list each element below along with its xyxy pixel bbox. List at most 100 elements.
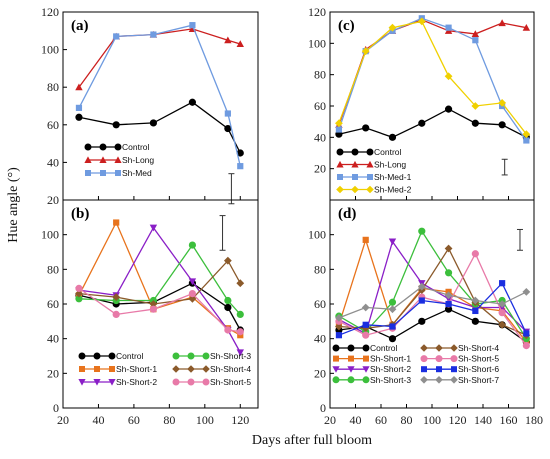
legend-label: Sh-Short-5 — [210, 377, 251, 387]
y-tick-label: 80 — [314, 262, 326, 276]
legend-marker — [114, 156, 122, 163]
panel-label: (c) — [338, 18, 355, 34]
x-tick-label: 100 — [423, 413, 441, 427]
series-line — [78, 101, 241, 154]
data-point — [522, 342, 530, 350]
legend-label: Control — [370, 343, 398, 353]
legend-marker — [202, 378, 210, 386]
legend-label: Sh-Med-2 — [374, 185, 412, 195]
legend-marker — [109, 366, 115, 372]
data-point — [188, 290, 197, 298]
data-point — [388, 305, 397, 314]
legend-marker — [172, 378, 180, 386]
data-point — [471, 30, 480, 38]
legend-marker — [93, 352, 101, 360]
data-point — [471, 317, 479, 325]
panel-label: (a) — [71, 18, 89, 34]
legend-label: Sh-Short-1 — [370, 354, 411, 364]
legend-marker — [332, 366, 340, 373]
legend-label: Sh-Med-1 — [374, 172, 412, 182]
series-line — [338, 282, 527, 336]
data-point — [75, 113, 83, 121]
legend-marker — [78, 379, 86, 386]
legend-marker — [352, 174, 358, 180]
data-point — [188, 241, 197, 249]
legend-marker — [420, 376, 428, 384]
data-point — [444, 244, 453, 253]
legend-marker — [115, 170, 121, 176]
legend-label: Sh-Short-3 — [370, 375, 411, 385]
panel-label: (d) — [338, 206, 356, 222]
data-point — [224, 124, 232, 133]
y-tick-label: 20 — [314, 162, 326, 176]
legend-marker — [435, 355, 443, 363]
data-point — [188, 98, 197, 106]
data-point — [224, 326, 232, 334]
data-point — [418, 317, 426, 325]
data-point — [362, 236, 369, 243]
legend-label: Sh-Short-4 — [210, 364, 251, 374]
series-line — [338, 19, 527, 126]
data-point — [224, 296, 232, 305]
legend-marker — [99, 156, 107, 163]
legend-label: Sh-Short-1 — [116, 364, 157, 374]
data-point — [522, 23, 531, 31]
legend-marker — [421, 366, 427, 373]
legend-marker — [347, 344, 355, 352]
data-point — [388, 23, 397, 32]
x-tick-label: 20 — [324, 413, 336, 427]
legend-label: Sh-Short-3 — [210, 351, 251, 361]
legend-label: Sh-Short-2 — [370, 364, 411, 374]
data-point — [418, 119, 426, 127]
legend-label: Sh-Med — [122, 168, 152, 178]
y-tick-label: 80 — [47, 262, 59, 276]
legend-marker — [202, 365, 210, 373]
legend-marker — [172, 352, 180, 360]
data-point — [523, 137, 530, 144]
x-tick-label: 100 — [196, 413, 214, 427]
data-point — [224, 303, 232, 312]
data-point — [224, 110, 231, 117]
data-point — [113, 33, 120, 40]
series-line — [338, 308, 527, 343]
y-tick-label: 60 — [47, 297, 59, 311]
data-point — [498, 121, 506, 129]
series-line — [338, 247, 527, 336]
legend-marker — [332, 344, 340, 352]
x-tick-label: 160 — [500, 413, 518, 427]
legend-marker — [79, 366, 85, 372]
data-point — [445, 24, 452, 31]
data-point — [444, 105, 453, 113]
data-point — [149, 300, 158, 308]
legend-label: Sh-Long — [122, 155, 154, 165]
y-tick-label: 40 — [314, 332, 326, 346]
data-point — [362, 331, 370, 339]
series-line — [338, 17, 527, 141]
data-point — [471, 296, 480, 305]
legend-marker — [337, 174, 343, 180]
y-tick-label: 20 — [47, 366, 59, 380]
data-point — [362, 124, 370, 132]
data-point — [335, 119, 343, 128]
legend-marker — [420, 344, 428, 352]
x-tick-label: 120 — [449, 413, 467, 427]
legend-marker — [366, 185, 374, 194]
data-point — [223, 256, 232, 265]
data-point — [498, 320, 507, 329]
legend-marker — [450, 344, 458, 352]
legend-marker — [336, 160, 344, 168]
y-axis-title: Hue angle (°) — [6, 167, 21, 243]
legend-marker — [84, 143, 92, 151]
data-point — [189, 22, 196, 29]
y-tick-label: 80 — [47, 80, 59, 94]
legend-marker — [336, 148, 344, 156]
legend-marker — [450, 376, 458, 384]
legend-marker — [187, 378, 195, 386]
data-point — [499, 280, 506, 287]
y-tick-label: 100 — [308, 36, 326, 50]
legend-label: Sh-Short-7 — [458, 375, 499, 385]
series-line — [78, 24, 241, 167]
data-point — [445, 300, 452, 308]
legend-marker — [108, 352, 116, 360]
y-tick-label: 60 — [47, 118, 59, 132]
